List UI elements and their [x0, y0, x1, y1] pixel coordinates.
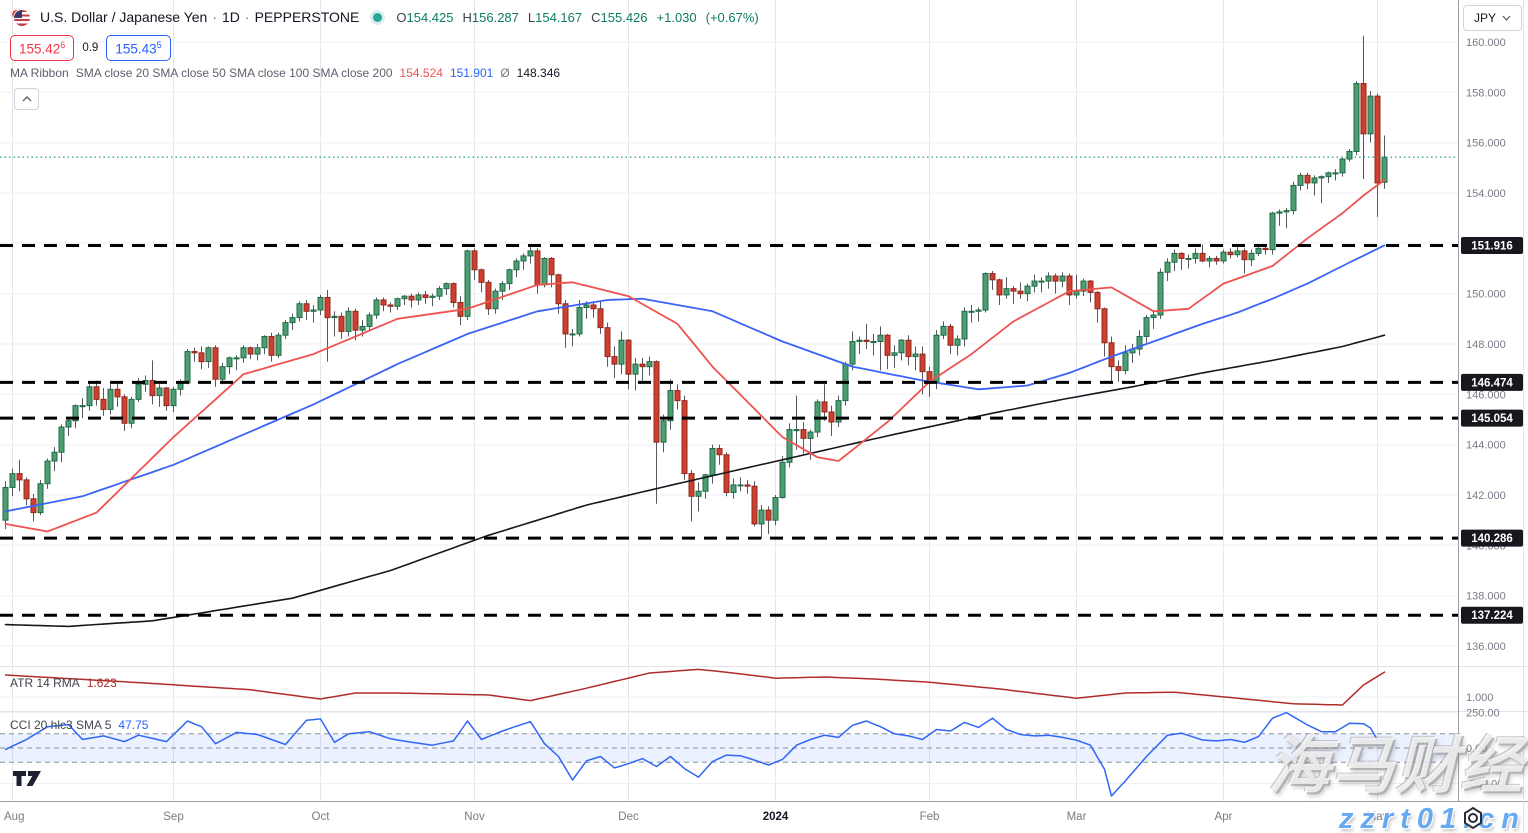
time-axis-label: Nov	[464, 811, 485, 823]
ohlc-values: O154.425 H156.287 L154.167 C155.426 +1.0…	[396, 9, 759, 25]
time-axis-label: May	[1367, 811, 1389, 823]
svg-text:150.000: 150.000	[1466, 289, 1506, 301]
svg-text:144.000: 144.000	[1466, 440, 1506, 452]
svg-text:158.000: 158.000	[1466, 87, 1506, 99]
buy-button[interactable]: 155.435	[106, 35, 171, 61]
price-axis[interactable]: 160.000158.000156.000154.000152.000150.0…	[1461, 37, 1523, 791]
time-axis-label: Apr	[1215, 811, 1233, 823]
open-value: 154.425	[406, 9, 454, 25]
ma-ribbon-params: SMA close 20 SMA close 50 SMA close 100 …	[75, 66, 393, 80]
cci-title: CCI 20 hlc3 SMA 5	[10, 718, 112, 732]
low-value: 154.167	[535, 9, 583, 25]
spread-value: 0.9	[82, 41, 99, 54]
symbol-flag-icon	[10, 7, 32, 27]
ma-ribbon-legend[interactable]: MA Ribbon SMA close 20 SMA close 50 SMA …	[10, 66, 560, 80]
svg-text:137.224: 137.224	[1471, 610, 1513, 622]
sma200-value: 148.346	[516, 66, 561, 80]
sell-button[interactable]: 155.426	[10, 35, 75, 61]
svg-text:146.000: 146.000	[1466, 389, 1506, 401]
time-axis-label: Mar	[1067, 811, 1087, 823]
svg-text:1.000: 1.000	[1466, 692, 1494, 704]
svg-text:151.916: 151.916	[1471, 240, 1513, 252]
tradingview-logo-icon[interactable]	[13, 771, 43, 791]
time-axis-label: 2024	[763, 811, 789, 823]
symbol-header: U.S. Dollar / Japanese Yen · 1D · PEPPER…	[10, 7, 759, 27]
svg-text:-250.00: -250.00	[1466, 779, 1503, 791]
atr-plot	[4, 668, 1386, 706]
separator-dot: ·	[244, 9, 250, 25]
svg-text:0.00: 0.00	[1466, 743, 1487, 755]
time-axis-label: Oct	[312, 811, 331, 823]
sma100-empty-value: Ø	[500, 66, 510, 80]
separator-dot: ·	[212, 9, 218, 25]
chevron-up-icon	[22, 96, 31, 102]
cci-legend[interactable]: CCI 20 hlc3 SMA 5 47.75	[10, 718, 148, 732]
cci-band	[0, 733, 1459, 763]
price-levels-layer	[0, 243, 1459, 617]
sma50-value: 151.901	[449, 66, 494, 80]
timezone-clock-icon[interactable]	[1461, 806, 1485, 833]
svg-text:160.000: 160.000	[1466, 37, 1506, 49]
sma20-value: 154.524	[399, 66, 443, 80]
time-axis-label: Dec	[618, 811, 639, 823]
time-axis-label: Sep	[163, 811, 183, 823]
close-value: 155.426	[600, 9, 648, 25]
svg-text:154.000: 154.000	[1466, 188, 1506, 200]
change-percent: (+0.67%)	[705, 9, 759, 25]
chevron-down-icon	[1502, 15, 1511, 21]
symbol-title[interactable]: U.S. Dollar / Japanese Yen	[40, 9, 208, 25]
grid-layer	[0, 0, 1459, 802]
svg-text:156.000: 156.000	[1466, 138, 1506, 150]
exchange-label[interactable]: PEPPERSTONE	[254, 9, 360, 25]
svg-text:140.286: 140.286	[1471, 533, 1513, 545]
svg-text:146.474: 146.474	[1471, 377, 1513, 389]
atr-title: ATR 14 RMA	[10, 676, 80, 690]
candles-layer	[2, 35, 1388, 540]
collapse-legend-button[interactable]	[14, 88, 39, 110]
cci-value: 47.75	[118, 718, 149, 732]
time-axis[interactable]: Aug Sep Oct Nov Dec 2024 Feb Mar Apr May	[4, 811, 1389, 823]
svg-text:142.000: 142.000	[1466, 490, 1506, 502]
market-status-icon[interactable]	[373, 12, 383, 22]
change-value: +1.030	[656, 9, 697, 25]
bid-ask-row: 155.426 0.9 155.435	[10, 35, 171, 61]
interval-label[interactable]: 1D	[222, 9, 240, 25]
ma-ribbon-title: MA Ribbon	[10, 66, 69, 80]
currency-unit-dropdown[interactable]: JPY	[1463, 5, 1522, 31]
atr-legend[interactable]: ATR 14 RMA 1.623	[10, 676, 117, 690]
svg-text:148.000: 148.000	[1466, 339, 1506, 351]
cci-plot	[4, 711, 1386, 797]
svg-text:138.000: 138.000	[1466, 591, 1506, 603]
atr-value: 1.623	[86, 676, 117, 690]
time-axis-label: Aug	[4, 811, 24, 823]
high-value: 156.287	[471, 9, 519, 25]
time-axis-label: Feb	[920, 811, 940, 823]
svg-text:145.054: 145.054	[1471, 413, 1513, 425]
svg-text:136.000: 136.000	[1466, 641, 1506, 653]
svg-text:250.00: 250.00	[1466, 708, 1500, 720]
